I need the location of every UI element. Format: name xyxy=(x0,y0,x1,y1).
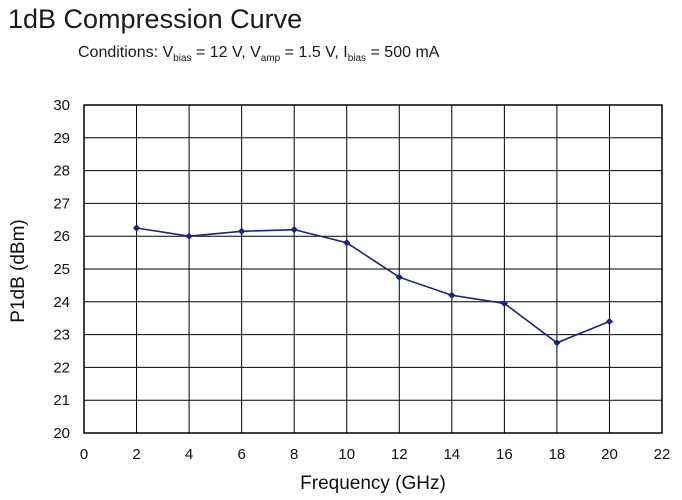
x-tick-label: 22 xyxy=(654,446,671,463)
data-point-marker xyxy=(238,227,246,235)
x-tick-label: 0 xyxy=(80,446,88,463)
chart-subtitle: Conditions: Vbias = 12 V, Vamp = 1.5 V, … xyxy=(78,44,439,64)
subtitle-sub-amp: amp xyxy=(260,53,281,65)
x-tick-label: 12 xyxy=(391,446,408,463)
series-line xyxy=(136,227,610,344)
data-markers xyxy=(132,224,614,347)
subtitle-sub-bias-i: bias xyxy=(347,53,367,65)
x-tick-label: 14 xyxy=(443,446,460,463)
y-tick-label: 24 xyxy=(53,294,70,311)
y-tick-label: 30 xyxy=(53,97,70,114)
data-point-marker xyxy=(290,226,298,234)
subtitle-part2: = 12 V, V xyxy=(191,44,261,61)
y-tick-label: 26 xyxy=(53,228,70,245)
data-point-marker xyxy=(185,232,193,240)
data-point-marker xyxy=(395,273,403,281)
subtitle-part4: = 500 mA xyxy=(366,44,440,61)
x-tick-label: 2 xyxy=(132,446,140,463)
y-tick-label: 20 xyxy=(53,425,70,442)
y-tick-label: 22 xyxy=(53,359,70,376)
y-tick-labels: 20 21 22 23 24 25 26 27 28 29 30 xyxy=(53,97,70,442)
x-tick-label: 8 xyxy=(290,446,298,463)
x-tick-label: 18 xyxy=(549,446,566,463)
x-tick-label: 6 xyxy=(237,446,245,463)
x-tick-label: 16 xyxy=(496,446,513,463)
y-tick-label: 28 xyxy=(53,163,70,180)
x-tick-label: 10 xyxy=(338,446,355,463)
y-tick-label: 27 xyxy=(53,195,70,212)
x-tick-label: 20 xyxy=(601,446,618,463)
grid-lines xyxy=(83,104,663,434)
y-axis-label: P1dB (dBm) xyxy=(8,219,29,322)
subtitle-part3: = 1.5 V, I xyxy=(280,44,348,61)
y-tick-label: 23 xyxy=(53,327,70,344)
subtitle-sub-bias-v: bias xyxy=(173,53,192,65)
data-point-marker xyxy=(132,224,141,232)
data-point-marker xyxy=(605,317,614,326)
y-tick-label: 29 xyxy=(53,130,70,147)
data-point-marker xyxy=(448,291,456,299)
data-point-marker xyxy=(500,299,508,308)
x-tick-labels: 0 2 4 6 8 10 12 14 16 18 20 22 xyxy=(80,446,671,463)
chart-title: 1dB Compression Curve xyxy=(8,4,303,34)
y-tick-label: 21 xyxy=(53,392,70,409)
data-point-marker xyxy=(343,239,351,247)
subtitle-prefix: Conditions: V xyxy=(78,44,174,61)
data-point-marker xyxy=(553,339,561,347)
plot-frame xyxy=(83,104,663,434)
x-tick-label: 4 xyxy=(185,446,193,463)
y-tick-label: 25 xyxy=(53,261,70,278)
x-axis-label: Frequency (GHz) xyxy=(300,473,446,494)
